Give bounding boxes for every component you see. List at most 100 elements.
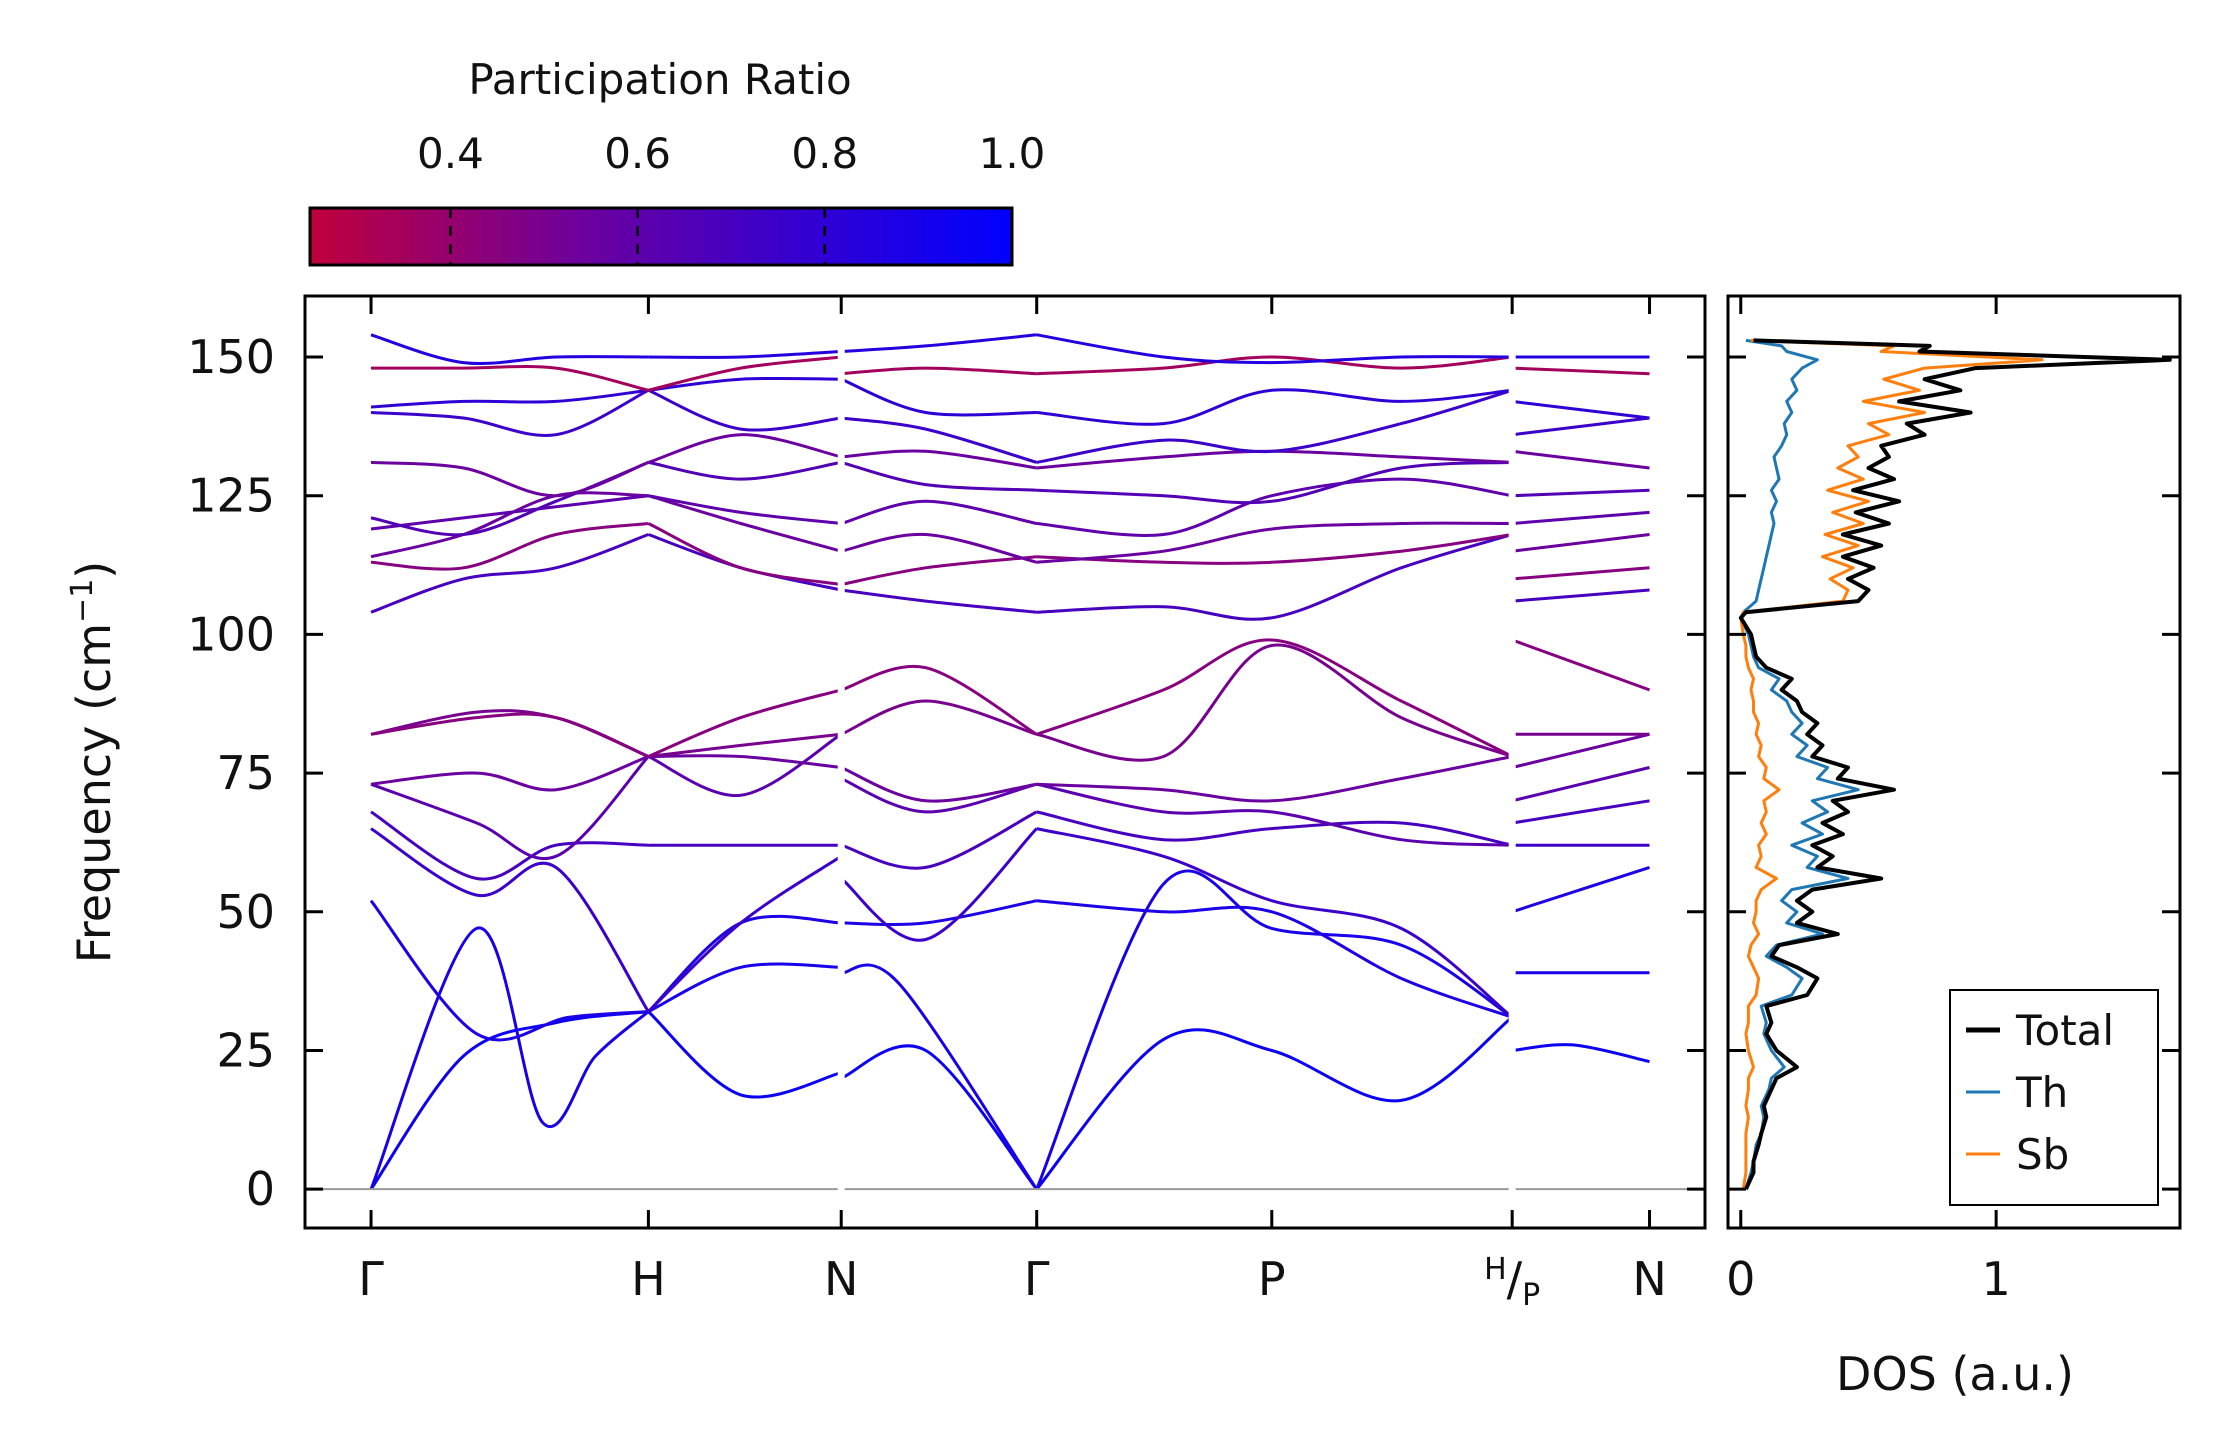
band-optic-6-seg-4 [1511,638,1651,692]
band-optic-2-seg-0 [370,810,649,881]
band-high-8-seg-2 [840,377,1037,417]
band-high-9-seg-2 [841,366,1037,376]
kpoint-label-bottom: P [1522,1278,1540,1313]
band-high-3-seg-4 [1512,533,1650,553]
y-axis-ticks: 0 25 50 75 100 125 150 [187,330,1705,1216]
band-acoustic-3-seg-3 [1036,899,1513,1019]
band-optic-2-seg-3 [1036,810,1513,847]
kpoint-label-combined: H/P [1484,1252,1540,1313]
band-optic-4-seg-4 [1511,732,1650,769]
dos-xtick-label: 0 [1726,1252,1755,1306]
band-optic-6-seg-3 [1036,638,1513,758]
band-high-4-seg-0 [370,494,649,531]
band-optic-5-seg-2 [840,699,1038,736]
band-optic-2-seg-4 [1511,799,1650,825]
band-high-9-seg-3 [1036,355,1513,376]
band-optic-1-seg-2 [840,827,1038,942]
kpoint-label: Γ [1024,1252,1050,1306]
band-acoustic-3-seg-2 [841,899,1037,927]
band-high-9-seg-0 [370,364,649,392]
band-high-7-seg-4 [1512,416,1650,437]
band-high-4-seg-3 [1036,477,1513,537]
band-acoustic-1-seg-3 [1035,1016,1514,1191]
band-high-2-seg-1 [647,522,842,586]
colorbar-title: Participation Ratio [468,55,851,104]
band-acoustic-2-seg-3 [1035,869,1514,1190]
band-optic-3-seg-0 [370,755,650,860]
band-acoustic-3-seg-0 [369,899,649,1042]
band-optic-3-seg-2 [840,777,1038,814]
band-high-7-seg-1 [647,388,842,432]
band-high-2-seg-2 [840,555,1037,586]
ytick-label: 50 [216,885,275,939]
band-high-7-seg-0 [370,388,650,437]
band-high-8-seg-1 [648,376,842,392]
colorbar-tick-label: 1.0 [979,129,1046,178]
band-high-3-seg-1 [647,494,842,553]
band-optic-3-seg-3 [1036,782,1513,847]
dos-y-ticks [1728,355,2180,1191]
band-high-7-seg-3 [1036,388,1513,464]
band-optic-5-seg-1 [648,732,842,758]
band-high-5-seg-2 [840,460,1037,492]
band-optic-2-seg-2 [840,810,1038,870]
colorbar-tick-label: 0.4 [417,129,484,178]
y-axis-label: Frequency (cm−1) [65,561,121,964]
band-high-6-seg-1 [647,433,842,464]
band-acoustic-1-seg-4 [1512,1043,1650,1064]
band-high-10-seg-3 [1036,333,1513,365]
dos-frame [1726,294,2182,1230]
band-high-5-seg-4 [1512,488,1650,498]
band-high-6-seg-4 [1512,449,1650,470]
band-high-4-seg-2 [840,499,1037,525]
band-acoustic-3-seg-1 [647,914,842,1013]
band-optic-3-seg-4 [1511,766,1650,803]
dos-xtick-label: 1 [1981,1252,2010,1306]
legend-label-total: Total [2015,1006,2114,1055]
colorbar-ticks: 0.4 0.6 0.8 1.0 [417,129,1045,265]
band-high-6-seg-2 [841,449,1037,470]
ytick-label: 0 [246,1162,275,1216]
band-high-10-seg-0 [370,333,649,366]
band-acoustic-3-seg-4 [1511,865,1650,914]
band-high-9-seg-1 [648,355,842,392]
band-high-1-seg-0 [370,533,649,614]
band-optic-4-seg-1 [648,754,842,769]
x-axis-kpoint-labels: Γ H N Γ P H/P N [358,296,1667,1313]
y-axis-label-main: Frequency (cm [67,623,121,963]
band-high-1-seg-2 [840,588,1037,614]
kpoint-label-sep: / [1507,1252,1523,1306]
dos-line-th [1739,338,1860,1190]
band-high-8-seg-4 [1512,399,1650,420]
band-high-4-seg-4 [1512,510,1650,525]
band-optic-6-seg-0 [370,712,649,758]
legend-label-sb: Sb [2016,1130,2069,1179]
band-acoustic-1-seg-1 [647,1010,842,1099]
band-optic-4-seg-0 [370,755,649,792]
colorbar-gradient [308,206,1014,267]
kpoint-separators [837,298,1516,1226]
kpoint-label: N [1632,1252,1666,1306]
band-high-9-seg-4 [1512,366,1650,376]
band-high-4-seg-1 [648,494,842,525]
legend-label-th: Th [2015,1068,2068,1117]
band-acoustic-2-seg-0 [369,926,650,1190]
band-acoustic-2-seg-1 [647,962,842,1013]
kpoint-label: H [631,1252,666,1306]
y-axis-label-close: ) [67,561,121,579]
dispersion-frame [303,294,1707,1230]
band-high-2-seg-3 [1036,533,1513,565]
band-high-10-seg-2 [841,333,1037,353]
band-lines [369,333,1651,1191]
kpoint-label: Γ [358,1252,384,1306]
dos-lines [1738,338,2172,1191]
band-optic-5-seg-3 [1036,643,1513,762]
legend-box [1949,989,2159,1206]
ytick-label: 150 [187,330,275,384]
band-optic-6-seg-1 [647,688,842,758]
band-high-8-seg-3 [1036,388,1513,426]
ytick-label: 75 [216,746,275,800]
band-optic-5-seg-0 [370,709,649,758]
